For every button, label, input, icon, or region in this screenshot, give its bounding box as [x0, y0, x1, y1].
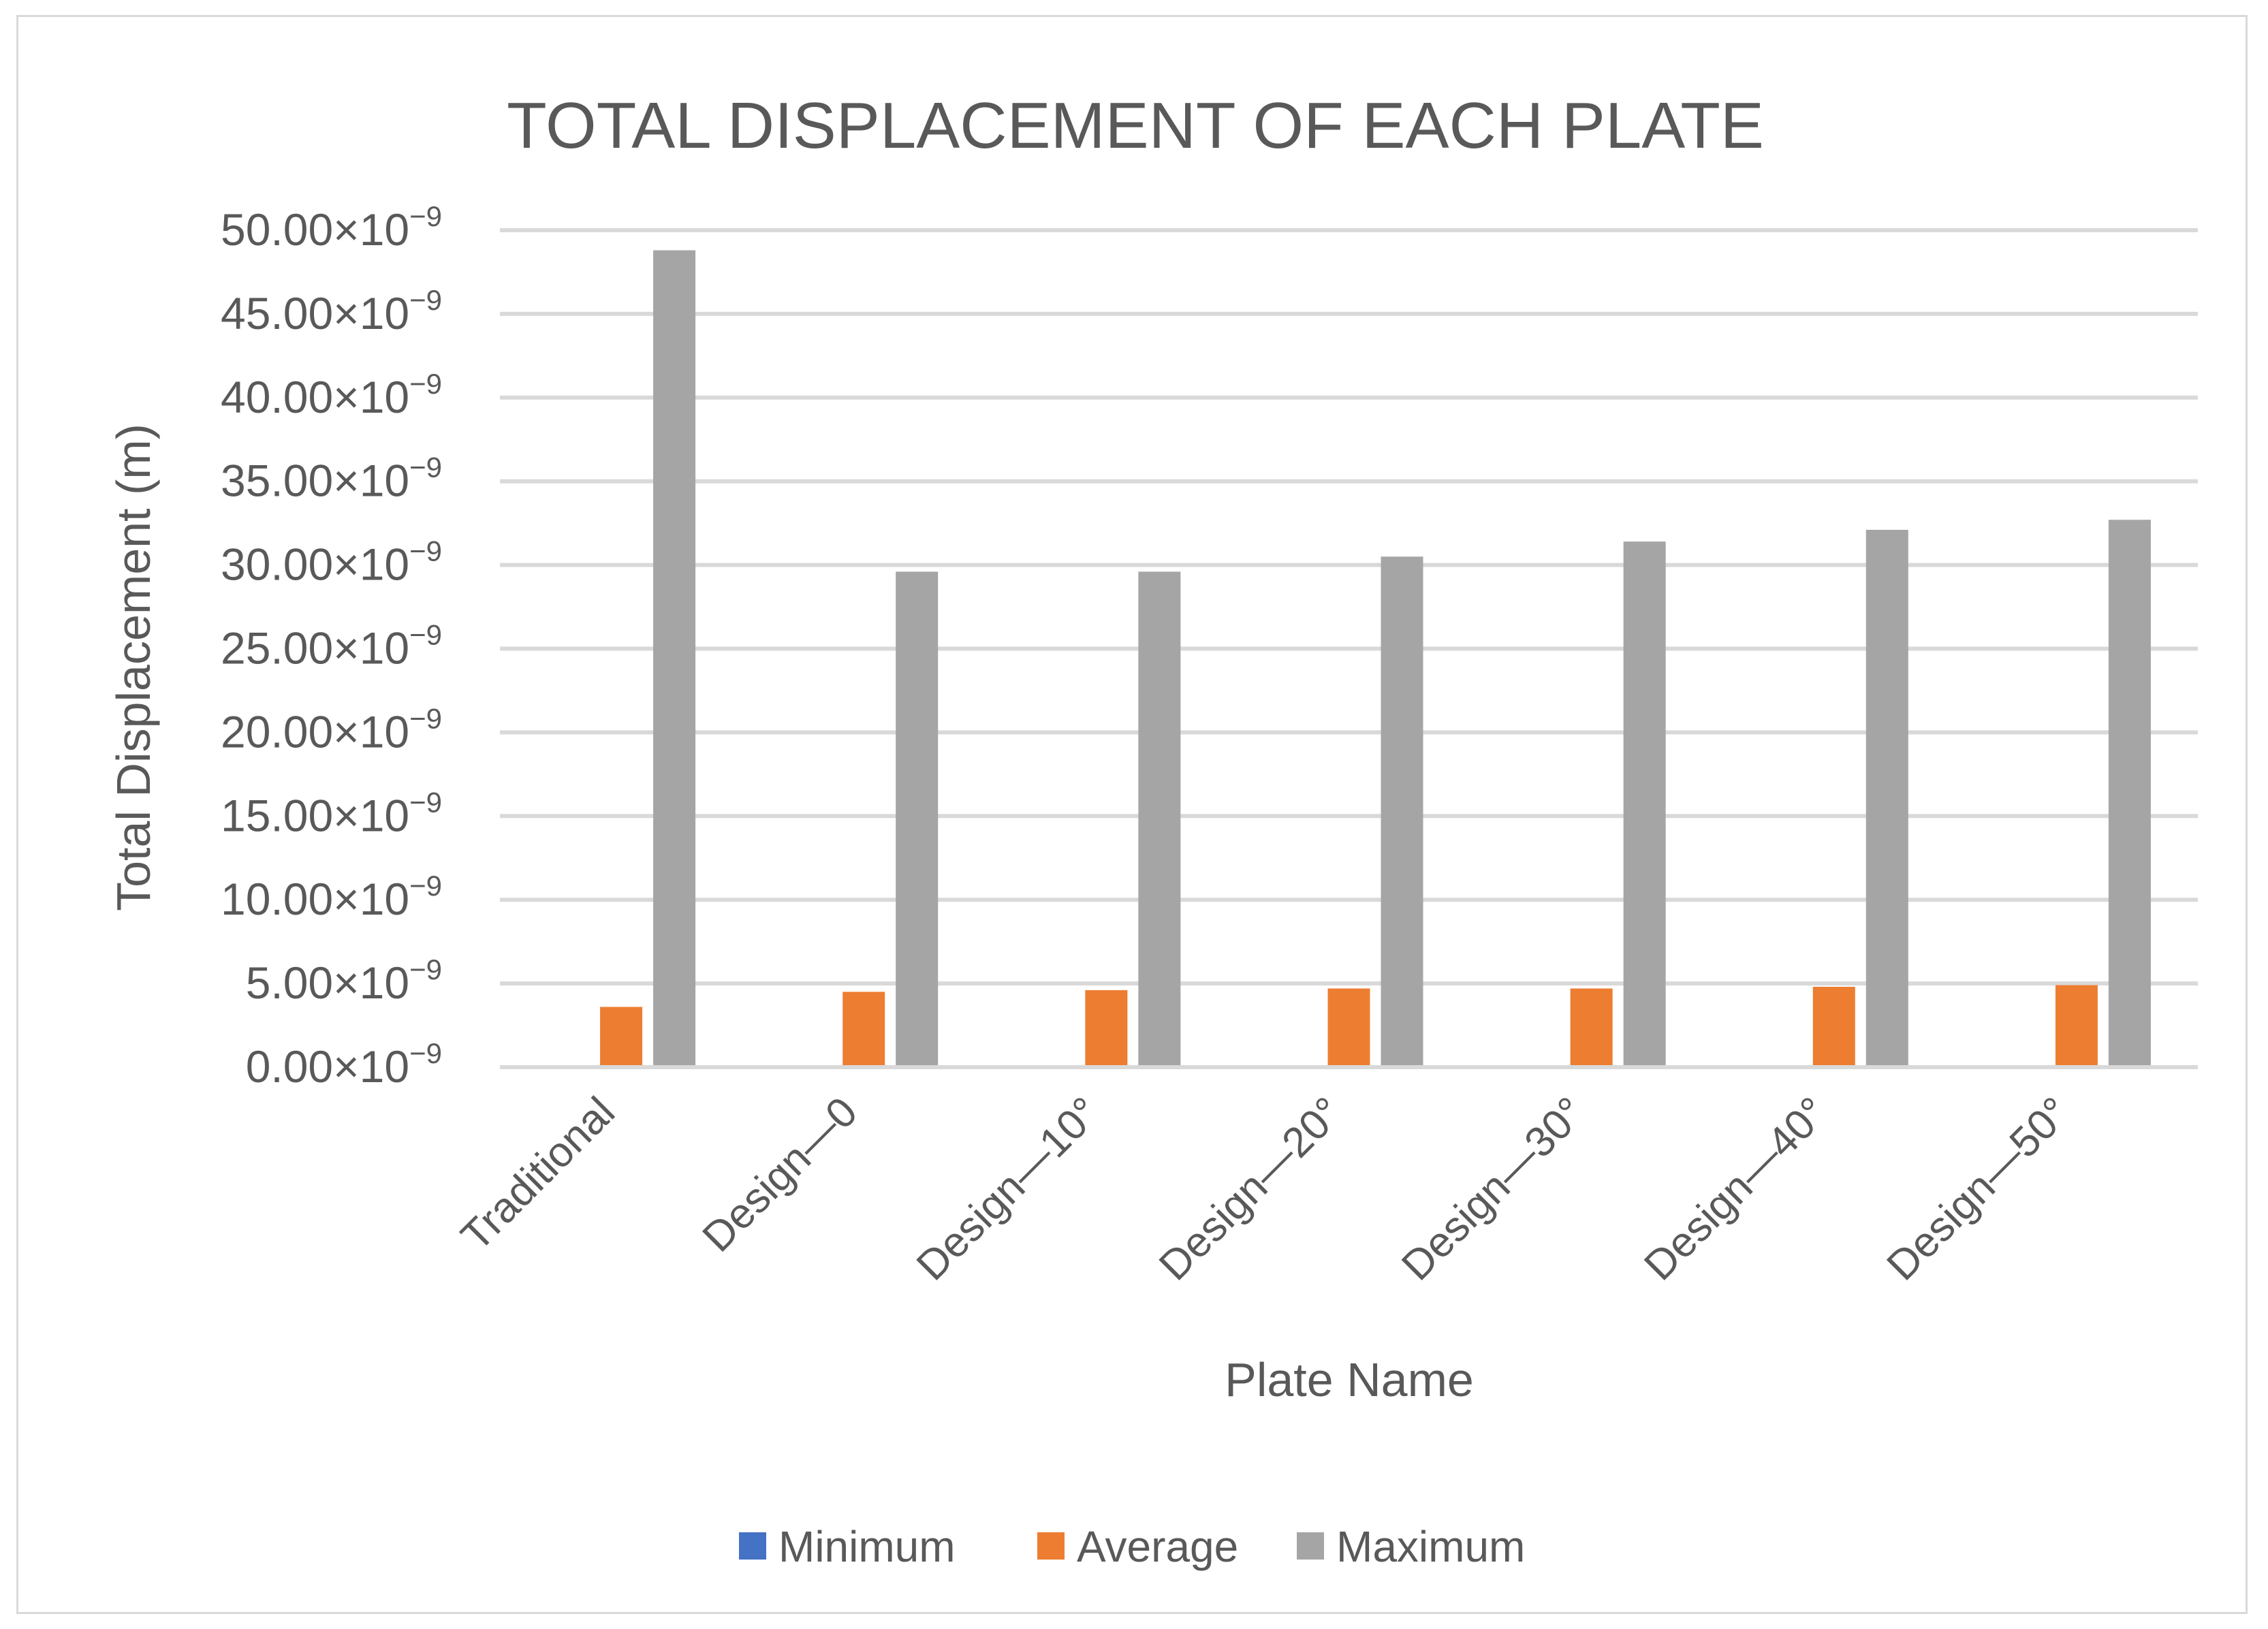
x-category-label: Design—30°	[1393, 1088, 1594, 1289]
y-tick-label: 20.00×10−9	[221, 702, 442, 757]
bar-maximum-6	[2108, 520, 2151, 1067]
bar-maximum-2	[1138, 571, 1181, 1067]
chart-frame: TOTAL DISPLACEMENT OF EACH PLATE 0.00×10…	[16, 15, 2248, 1614]
legend-label-average: Average	[1077, 1522, 1238, 1571]
legend: Minimum Average Maximum	[739, 1522, 1525, 1571]
gridlines	[500, 228, 2198, 986]
bar-average-3	[1327, 988, 1370, 1067]
bar-maximum-5	[1865, 529, 1908, 1067]
bar-average-0	[600, 1007, 643, 1067]
x-category-label: Design—50°	[1878, 1088, 2079, 1289]
bar-maximum-3	[1381, 556, 1423, 1067]
x-category-label: Design—10°	[908, 1088, 1109, 1289]
bar-chart: TOTAL DISPLACEMENT OF EACH PLATE 0.00×10…	[107, 89, 2198, 1571]
y-tick-label: 10.00×10−9	[221, 870, 442, 924]
x-axis-title: Plate Name	[1225, 1353, 1474, 1406]
bars	[600, 250, 2151, 1068]
y-tick-label: 15.00×10−9	[221, 786, 442, 840]
bar-average-4	[1570, 988, 1613, 1067]
x-category-label: Traditional	[452, 1088, 624, 1260]
legend-label-minimum: Minimum	[778, 1522, 956, 1571]
bar-average-2	[1085, 990, 1128, 1067]
legend-swatch-maximum	[1297, 1532, 1324, 1560]
y-tick-label: 45.00×10−9	[221, 284, 442, 338]
bar-maximum-0	[653, 250, 696, 1068]
y-tick-label: 40.00×10−9	[221, 368, 442, 422]
legend-swatch-minimum	[739, 1532, 766, 1560]
bar-average-6	[2055, 985, 2098, 1067]
y-tick-label: 25.00×10−9	[221, 619, 442, 674]
bar-average-1	[842, 992, 885, 1067]
y-axis-ticks: 0.00×10−9 5.00×10−9 10.00×10−9 15.00×10−9 20…	[221, 200, 442, 1092]
x-category-label: Design—20°	[1150, 1088, 1351, 1289]
bar-maximum-4	[1623, 541, 1666, 1067]
x-category-label: Design—0	[694, 1088, 866, 1261]
chart-title: TOTAL DISPLACEMENT OF EACH PLATE	[507, 89, 1764, 162]
y-tick-label: 35.00×10−9	[221, 452, 442, 506]
y-tick-label: 0.00×10−9	[246, 1037, 442, 1092]
bar-average-5	[1812, 987, 1855, 1067]
y-axis-title: Total Displacement (m)	[107, 424, 160, 911]
x-category-label: Design—40°	[1635, 1088, 1836, 1289]
legend-label-maximum: Maximum	[1336, 1522, 1525, 1571]
bar-maximum-1	[896, 571, 939, 1067]
legend-swatch-average	[1037, 1532, 1065, 1560]
y-tick-label: 30.00×10−9	[221, 535, 442, 590]
y-tick-label: 50.00×10−9	[221, 200, 442, 255]
x-axis-categories: Traditional Design—0 Design—10° Design—20° D…	[452, 1088, 2079, 1289]
y-tick-label: 5.00×10−9	[246, 953, 442, 1008]
